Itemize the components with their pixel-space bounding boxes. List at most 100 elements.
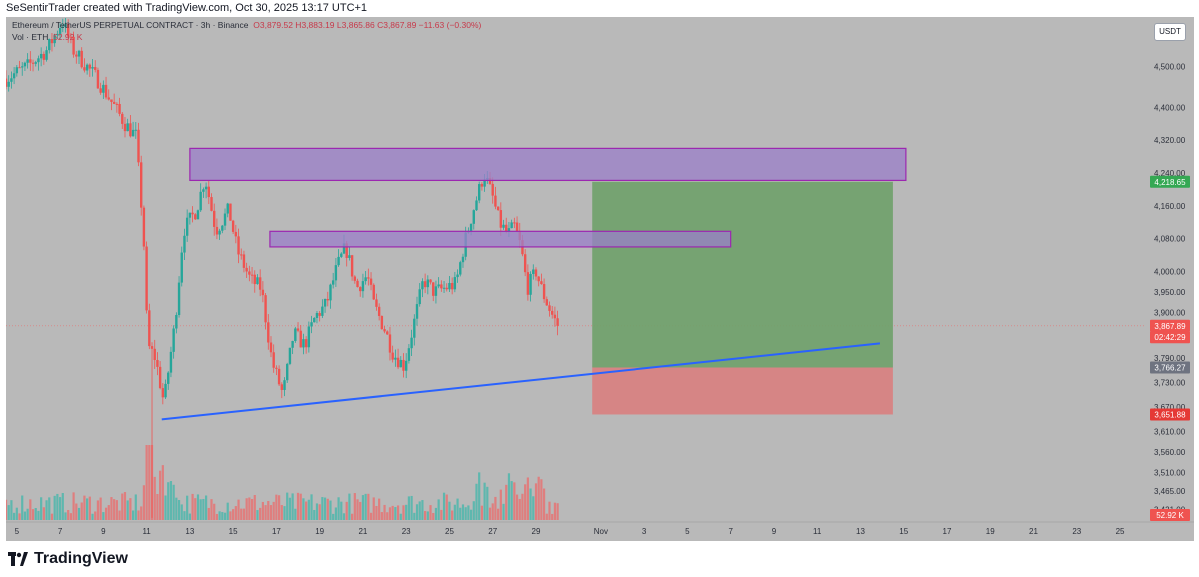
volume-bar [497,508,500,520]
position-stop-zone [592,367,893,415]
candle-body [329,284,332,301]
candle-body [104,84,108,98]
candle-body [245,267,248,272]
volume-bar [121,493,124,520]
candle-body [440,284,443,289]
volume-bar [148,445,151,520]
candle-body [283,380,286,390]
candle-body [315,313,319,318]
volume-bar [232,509,235,520]
volume-bar [267,500,270,520]
volume-bar [502,503,505,520]
volume-bar [96,500,100,520]
chart-frame[interactable]: 3,421.003,465.003,510.003,560.003,610.00… [6,17,1194,541]
candle-body [540,281,543,285]
volume-bar [542,488,546,520]
candle-body [442,287,446,289]
volume-bar [315,503,319,520]
candle-body [513,222,516,224]
candle-body [107,97,110,100]
price-axis-label-text: 3,867.89 [1154,322,1186,331]
candle-body [229,203,232,221]
candle-body [180,252,183,283]
candle-body [183,235,186,253]
candle-body [294,328,297,341]
candle-body [264,295,267,323]
candle-body [10,78,13,82]
symbol-title[interactable]: Ethereum / TetherUS PERPETUAL CONTRACT ·… [12,20,249,30]
volume-bar [353,493,356,520]
volume-bar [291,493,294,520]
price-chart[interactable]: 3,421.003,465.003,510.003,560.003,610.00… [6,17,1194,541]
volume-bar [388,507,392,520]
candle-body [280,384,284,390]
volume-bar [505,484,508,520]
volume-bar [510,481,513,520]
volume-bar [451,510,454,520]
x-tick-label: Nov [594,527,608,536]
volume-bar [310,494,313,520]
candle-body [169,351,173,373]
candle-body [194,214,197,220]
price-axis-label: 4,218.65 [1150,175,1190,188]
candle-body [380,315,384,330]
candle-body [115,103,119,105]
volume-bar [321,497,324,520]
currency-button[interactable]: USDT [1154,23,1186,41]
candle-body [545,299,548,306]
tradingview-logo[interactable]: TradingView [8,550,128,568]
y-tick-label: 4,160.00 [1154,202,1186,211]
candle-body [188,212,192,218]
volume-bar [110,497,113,520]
x-tick-label: 5 [15,527,20,536]
candle-body [532,269,535,274]
volume-bar [521,493,524,520]
volume-bar [494,496,497,520]
candle-body [340,253,343,257]
volume-bar [207,507,210,520]
candle-body [42,53,46,60]
candle-body [413,318,416,338]
volume-bar [359,501,362,520]
volume-bar [553,502,557,520]
volume-bar [94,511,97,520]
volume-bar [229,511,232,520]
volume-bar [221,512,224,520]
candle-body [510,222,513,229]
support-trendline [161,342,881,421]
y-tick-label: 3,790.00 [1154,354,1186,363]
volume-bar [64,512,67,520]
candle-body [542,284,546,300]
volume-axis-label: 52.92 K [1156,511,1184,520]
volume-label: Vol · ETH [12,32,49,42]
candle-body [137,129,140,163]
volume-bar [513,482,516,520]
candle-body [372,284,375,300]
candle-body [318,313,321,316]
volume-bar [329,500,332,520]
candle-body [388,334,392,353]
candle-body [353,276,357,281]
volume-bar [21,495,24,520]
x-tick-label: 13 [856,527,865,536]
y-tick-label: 4,240.00 [1154,169,1186,178]
volume-bar [280,505,283,520]
candle-body [258,277,262,290]
volume-bar [296,492,300,520]
price-axis-label-text: 3,651.88 [1154,410,1186,419]
y-tick-label: 3,560.00 [1154,448,1186,457]
candle-body [359,287,362,292]
volume-bar [313,509,316,520]
candle-body [110,99,113,102]
candle-body [331,280,335,285]
volume-bar [340,501,343,520]
candle-body [126,123,129,132]
candle-body [526,272,530,295]
candle-body [37,58,40,63]
candle-body [364,277,367,282]
candle-body [196,210,200,220]
candle-body [231,220,235,232]
candle-body [456,274,459,278]
volume-bar [445,494,448,520]
x-tick-label: 11 [142,527,151,536]
